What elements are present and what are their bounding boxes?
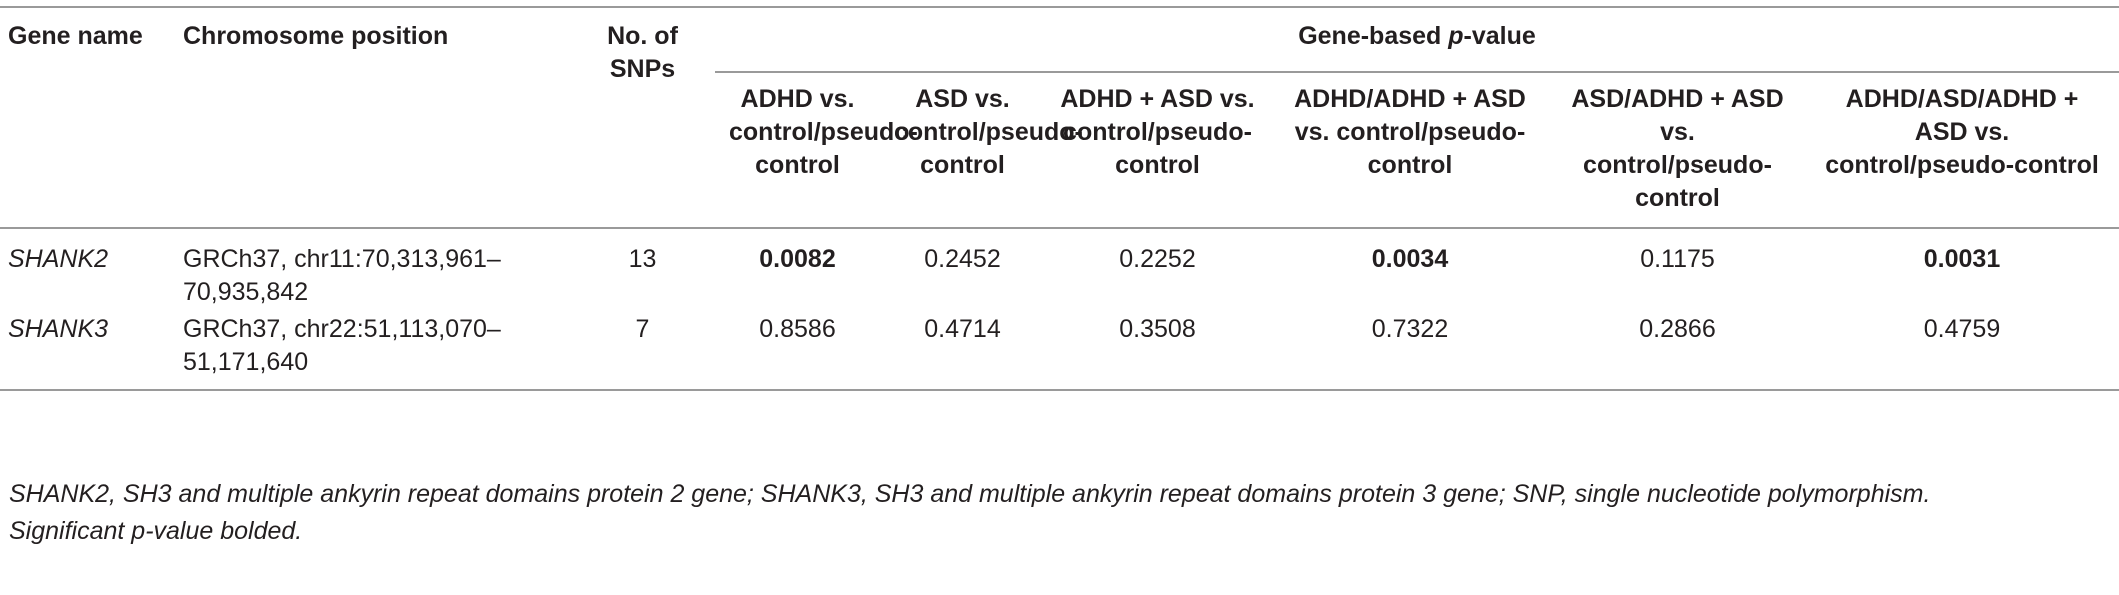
comparison-header: ADHD + ASD vs. control/pseudo-control	[1045, 72, 1270, 229]
group-title-part: -value	[1463, 22, 1536, 50]
group-title-part: Gene-based	[1298, 22, 1449, 50]
gene-name: SHANK2	[8, 245, 109, 273]
comparison-header: ADHD vs. control/pseudo-control	[715, 72, 918, 229]
p-value: 0.2866	[1550, 309, 1805, 391]
comparison-header: ADHD/ADHD + ASD vs. control/pseudo-contr…	[1270, 72, 1550, 229]
header-row: Gene name Chromosome position No. of SNPs G…	[0, 6, 2119, 229]
p-value: 0.3508	[1045, 309, 1270, 391]
footnotes: SHANK2, SH3 and multiple ankyrin repeat …	[9, 478, 2109, 552]
p-value: 0.2252	[1119, 245, 1196, 273]
snp-count: 13	[628, 245, 657, 273]
chromosome-position: GRCh37, chr22:51,113,070–51,171,640	[175, 309, 570, 391]
p-value: 0.4714	[880, 309, 1045, 391]
data-table: Gene name Chromosome position No. of SNPs G…	[0, 6, 2119, 391]
gene-name: SHANK3	[0, 309, 175, 391]
footnote: Significant p-value bolded.	[9, 517, 303, 545]
p-value: 0.0082	[759, 245, 836, 273]
p-value: 0.0034	[1371, 245, 1449, 273]
data-row: SHANK3 GRCh37, chr22:51,113,070–51,171,64…	[0, 309, 2119, 391]
header-cell: Chromosome position	[175, 6, 570, 229]
p-value: 0.2452	[924, 245, 1001, 273]
subheader-row: ADHD vs. control/pseudo-control ASD vs. c…	[0, 72, 2119, 229]
footnote: SHANK2, SH3 and multiple ankyrin repeat …	[9, 480, 1931, 508]
header-cell: No. of SNPs	[570, 6, 715, 229]
chromosome-position: GRCh37, chr11:70,313,961–70,935,842	[183, 245, 501, 306]
comparison-header: ASD/ADHD + ASD vs. control/pseudo-contro…	[1550, 72, 1805, 229]
p-value: 0.7322	[1270, 309, 1550, 391]
group-header: Gene-based p-value	[715, 6, 2119, 73]
p-value: 0.1175	[1640, 245, 1715, 273]
p-value: 0.8586	[715, 309, 880, 391]
p-value: 0.4759	[1805, 309, 2119, 391]
comparison-header: ADHD/ASD/ADHD + ASD vs. control/pseudo-c…	[1805, 72, 2119, 229]
p-value: 0.0031	[1923, 245, 2001, 273]
header-cell: Gene name	[0, 6, 175, 229]
snp-count: 7	[570, 309, 715, 391]
group-title-part: p	[1448, 22, 1464, 50]
comparison-header: ASD vs. control/pseudo-control	[880, 72, 1083, 229]
data-row: SHANK2 GRCh37, chr11:70,313,961–70,935,84…	[0, 228, 2119, 309]
